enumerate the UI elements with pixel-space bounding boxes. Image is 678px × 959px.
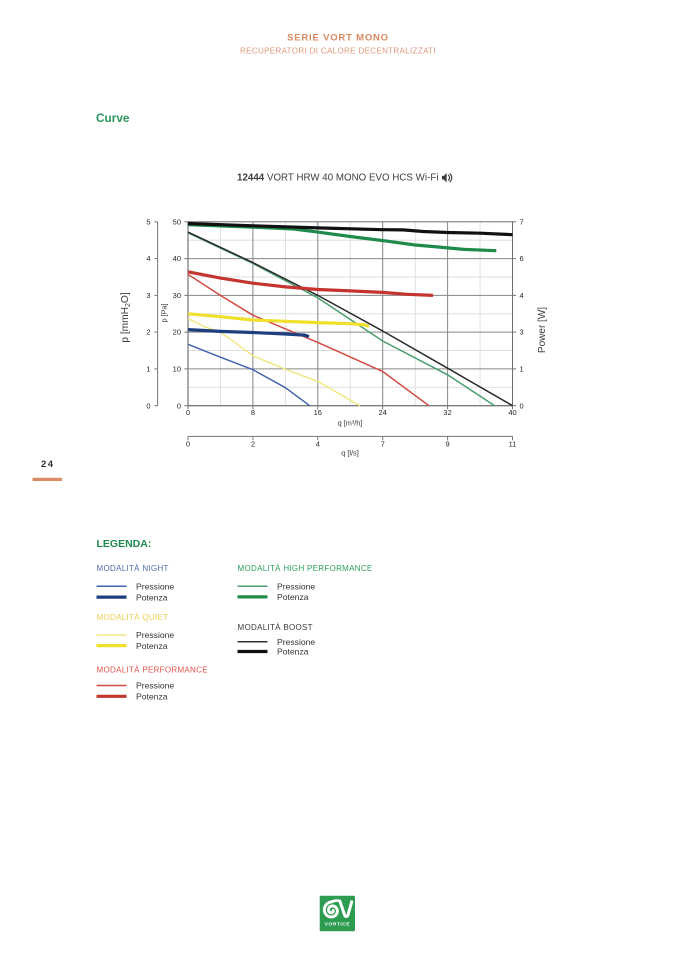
svg-text:1: 1 <box>520 365 524 374</box>
svg-text:3: 3 <box>520 328 524 337</box>
svg-text:4: 4 <box>520 291 524 300</box>
svg-text:50: 50 <box>173 217 181 226</box>
svg-text:0: 0 <box>177 401 181 410</box>
svg-text:8: 8 <box>251 408 255 417</box>
svg-text:0: 0 <box>146 401 150 410</box>
svg-text:MODALITÀ NIGHT: MODALITÀ NIGHT <box>97 564 169 573</box>
svg-text:2: 2 <box>146 328 150 337</box>
svg-text:MODALITÀ PERFORMANCE: MODALITÀ PERFORMANCE <box>97 665 208 674</box>
svg-text:SERIE VORT MONO: SERIE VORT MONO <box>287 33 389 44</box>
svg-text:4: 4 <box>146 254 150 263</box>
svg-text:q [m³/h]: q [m³/h] <box>338 419 363 428</box>
svg-text:4: 4 <box>316 439 320 448</box>
svg-text:Pressione: Pressione <box>136 630 174 640</box>
svg-text:Power [W]: Power [W] <box>537 307 548 353</box>
svg-text:7: 7 <box>520 217 524 226</box>
svg-text:q [l/s]: q [l/s] <box>341 448 358 457</box>
svg-text:40: 40 <box>508 408 516 417</box>
svg-text:6: 6 <box>520 254 524 263</box>
svg-text:11: 11 <box>509 439 517 448</box>
svg-text:16: 16 <box>314 408 322 417</box>
svg-text:Pressione: Pressione <box>277 582 315 592</box>
svg-text:Pressione: Pressione <box>277 637 315 647</box>
svg-text:20: 20 <box>173 328 181 337</box>
svg-text:0: 0 <box>186 408 190 417</box>
svg-text:32: 32 <box>443 408 451 417</box>
svg-text:MODALITÀ HIGH PERFORMANCE: MODALITÀ HIGH PERFORMANCE <box>238 564 373 573</box>
svg-text:Potenza: Potenza <box>136 641 168 651</box>
svg-text:40: 40 <box>173 254 181 263</box>
svg-text:24: 24 <box>41 459 55 470</box>
svg-text:Potenza: Potenza <box>136 692 168 702</box>
svg-text:VORTICE: VORTICE <box>325 921 351 927</box>
svg-text:3: 3 <box>146 291 150 300</box>
svg-text:5: 5 <box>146 217 150 226</box>
svg-text:2: 2 <box>251 439 255 448</box>
svg-text:Pressione: Pressione <box>136 681 174 691</box>
svg-text:p [mmH2O]: p [mmH2O] <box>120 292 132 342</box>
svg-text:0: 0 <box>520 401 524 410</box>
svg-text:1: 1 <box>146 365 150 374</box>
svg-text:12444 VORT HRW 40 MONO EVO HCS: 12444 VORT HRW 40 MONO EVO HCS Wi-Fi <box>237 173 439 184</box>
svg-text:Potenza: Potenza <box>277 647 309 657</box>
svg-text:30: 30 <box>173 291 181 300</box>
svg-text:24: 24 <box>379 408 387 417</box>
svg-text:10: 10 <box>173 365 181 374</box>
svg-text:Potenza: Potenza <box>136 592 168 602</box>
svg-text:MODALITÀ QUIET: MODALITÀ QUIET <box>97 613 169 622</box>
svg-text:RECUPERATORI DI CALORE DECENTR: RECUPERATORI DI CALORE DECENTRALIZZATI <box>240 47 436 56</box>
svg-text:Potenza: Potenza <box>277 592 309 602</box>
svg-text:0: 0 <box>186 439 190 448</box>
svg-text:LEGENDA:: LEGENDA: <box>97 538 152 550</box>
svg-text:MODALITÀ BOOST: MODALITÀ BOOST <box>238 623 313 632</box>
svg-text:p [Pa]: p [Pa] <box>160 303 169 322</box>
svg-text:7: 7 <box>381 439 385 448</box>
svg-text:Curve: Curve <box>96 111 130 125</box>
svg-text:9: 9 <box>446 439 450 448</box>
svg-text:Pressione: Pressione <box>136 582 174 592</box>
